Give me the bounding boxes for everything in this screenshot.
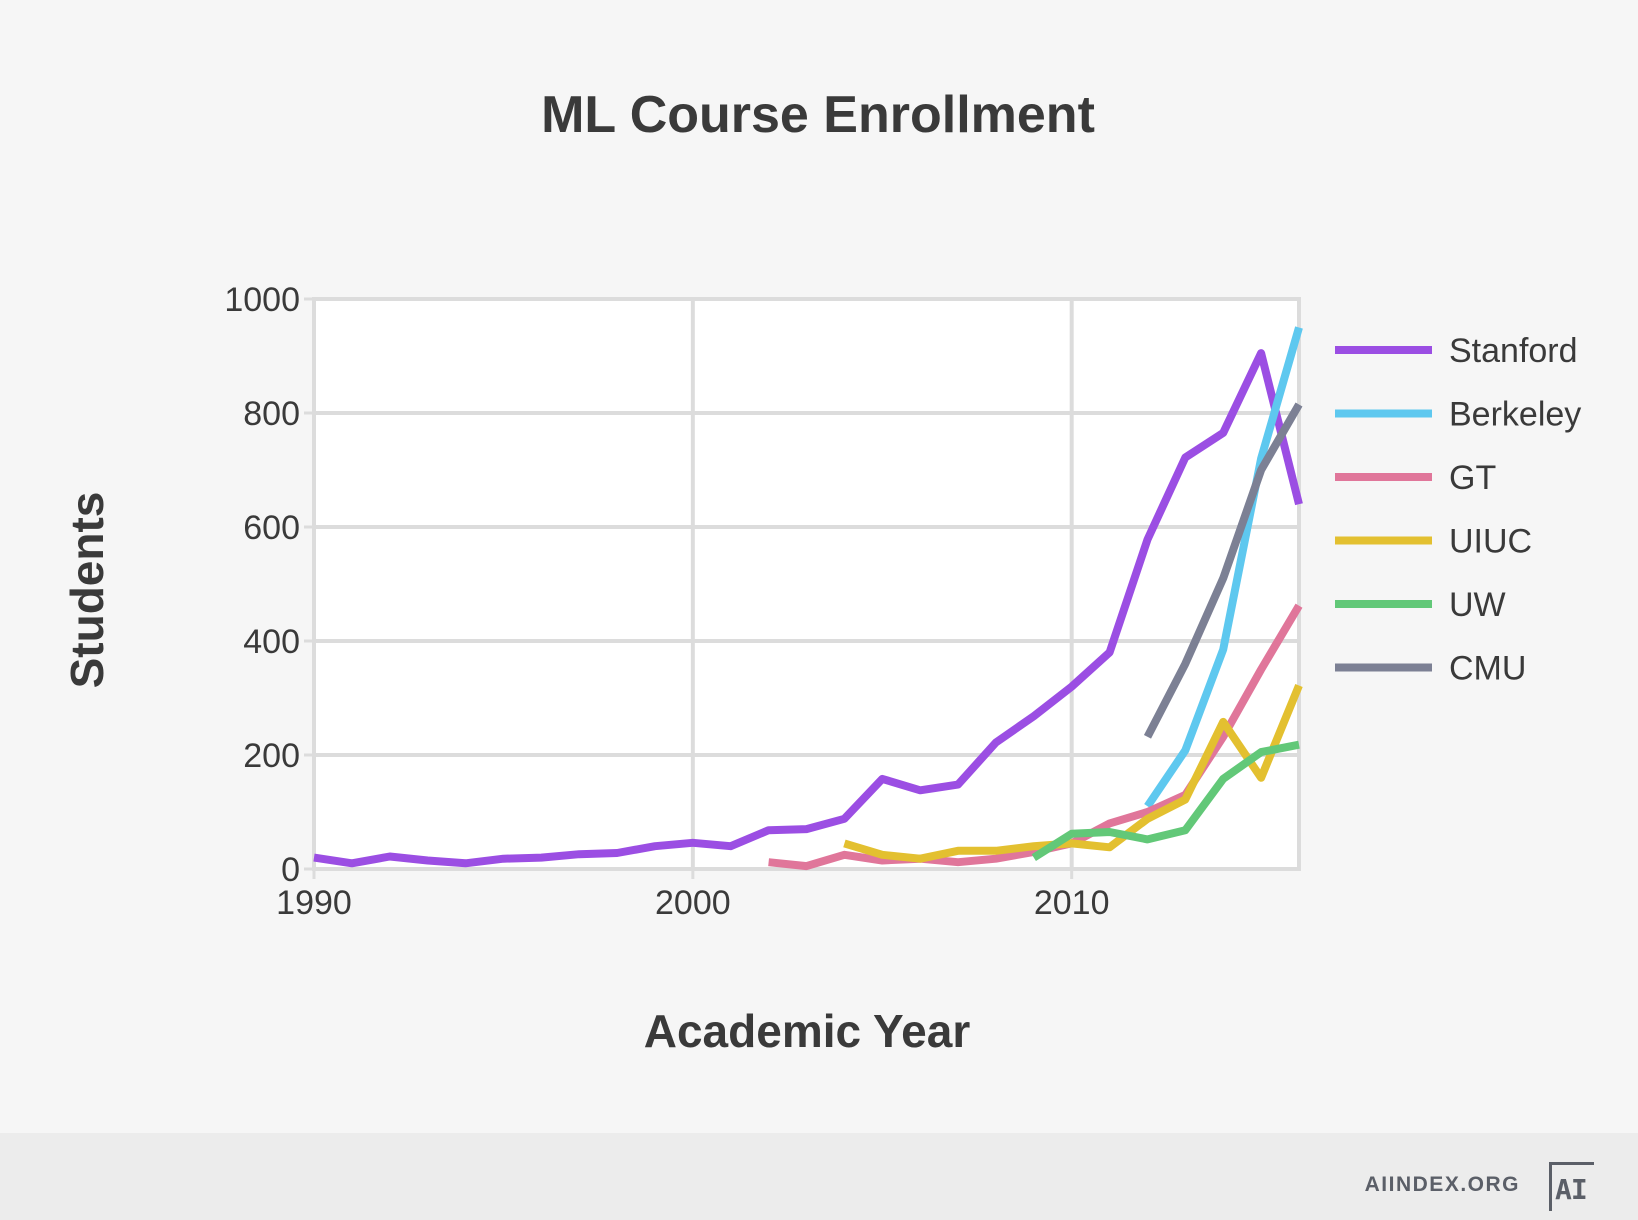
y-tick-label: 600 bbox=[243, 509, 300, 547]
legend-label-gt: GT bbox=[1449, 459, 1496, 497]
series-lines bbox=[313, 326, 1303, 871]
x-tick-label: 2010 bbox=[1034, 884, 1110, 922]
chart-title: ML Course Enrollment bbox=[541, 86, 1095, 144]
y-tick-label: 200 bbox=[243, 737, 300, 775]
series-line-berkeley bbox=[1144, 326, 1303, 809]
series-line-uw bbox=[1031, 740, 1300, 861]
x-tick-label: 2000 bbox=[655, 884, 731, 922]
y-tick-label: 800 bbox=[243, 395, 300, 433]
legend-label-berkeley: Berkeley bbox=[1449, 396, 1581, 434]
axis-ticks: 0 200 400 600 800 1000 1990 2000 2010 bbox=[224, 281, 1109, 922]
footer-site-link[interactable]: AIINDEX.ORG bbox=[1364, 1173, 1520, 1196]
x-axis-label: Academic Year bbox=[644, 1005, 971, 1057]
legend-label-cmu: CMU bbox=[1449, 650, 1526, 688]
footer: AIINDEX.ORG AI bbox=[0, 1133, 1638, 1220]
series-line-stanford bbox=[313, 349, 1303, 868]
legend: Stanford Berkeley GT UIUC UW CMU bbox=[1335, 332, 1581, 688]
logo-frame bbox=[1549, 1162, 1594, 1211]
x-tick-label: 1990 bbox=[276, 884, 352, 922]
chart: ML Course Enrollment 0 200 400 600 800 1000 19… bbox=[61, 86, 1581, 1057]
series-line-cmu bbox=[1143, 402, 1303, 739]
legend-label-stanford: Stanford bbox=[1449, 332, 1578, 370]
y-tick-label: 0 bbox=[281, 851, 300, 889]
y-tick-label: 1000 bbox=[224, 281, 300, 319]
series-line-uiuc bbox=[843, 683, 1303, 863]
legend-label-uw: UW bbox=[1449, 586, 1506, 624]
logo-text: AI bbox=[1555, 1173, 1588, 1206]
plot-area bbox=[314, 299, 1299, 869]
y-tick-label: 400 bbox=[243, 623, 300, 661]
ai-index-logo-icon: AI bbox=[1547, 1159, 1605, 1211]
y-axis-label: Students bbox=[61, 492, 113, 689]
legend-label-uiuc: UIUC bbox=[1449, 523, 1532, 561]
